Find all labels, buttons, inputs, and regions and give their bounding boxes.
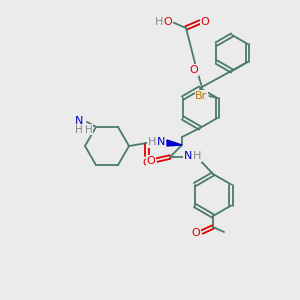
Text: N: N (157, 137, 165, 147)
Text: O: O (147, 156, 155, 166)
Text: H: H (155, 17, 163, 27)
Text: H: H (193, 151, 201, 161)
Polygon shape (167, 140, 182, 146)
Text: O: O (192, 228, 200, 238)
Text: H: H (75, 125, 83, 135)
Text: O: O (190, 65, 198, 75)
Text: O: O (142, 158, 152, 168)
Text: H: H (148, 137, 156, 147)
Text: Br: Br (195, 91, 207, 101)
Text: H: H (85, 125, 93, 135)
Text: N: N (184, 151, 192, 161)
Text: O: O (201, 17, 209, 27)
Text: O: O (164, 17, 172, 27)
Text: N: N (75, 116, 83, 126)
